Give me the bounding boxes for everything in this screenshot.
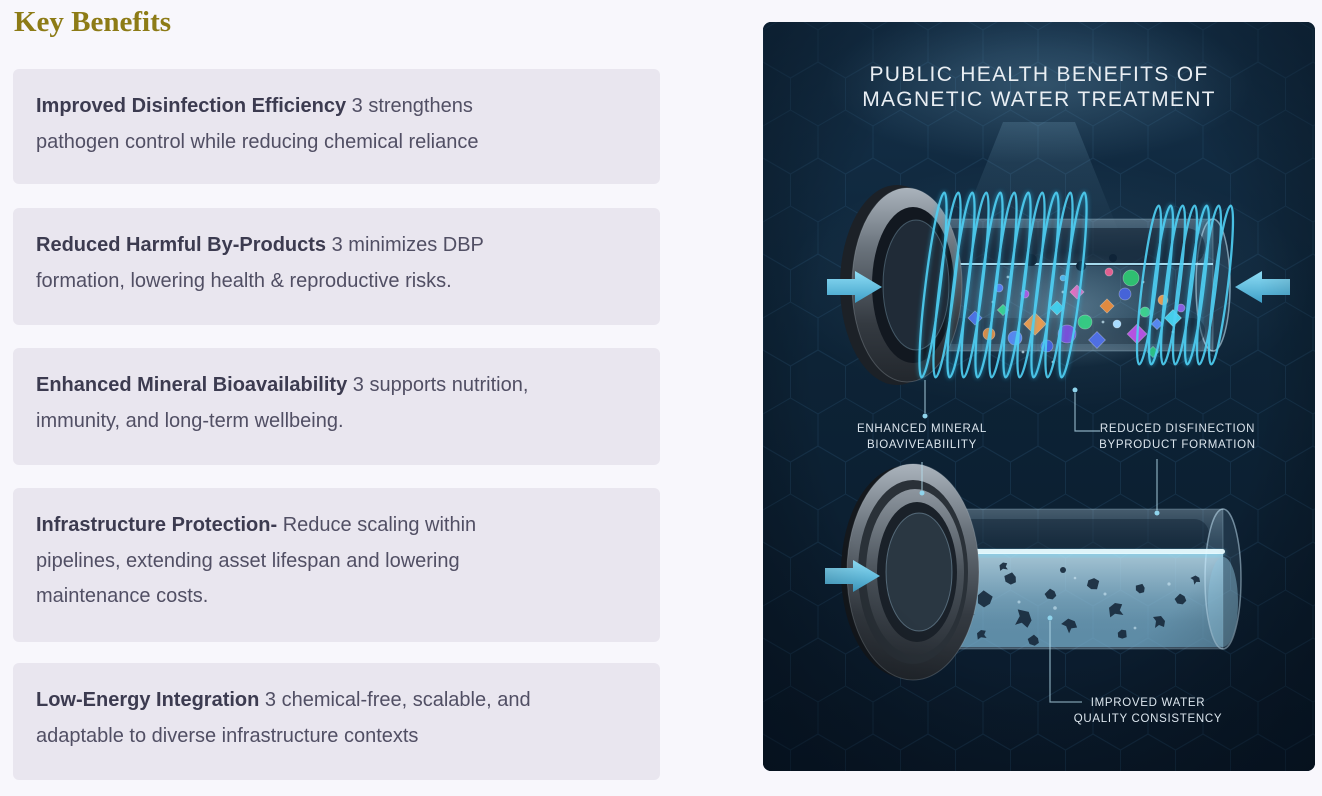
- callout-line: REDUCED DISFINECTION: [1099, 423, 1256, 435]
- benefit-body: 3 supports nutrition,: [352, 374, 529, 396]
- callout-line: BYPRODUCT FORMATION: [1099, 439, 1256, 451]
- benefit-body: 3 minimizes DBP: [331, 234, 484, 256]
- benefit-card: Low-Energy Integration 3 chemical-free, …: [13, 663, 660, 780]
- callout-line: IMPROVED WATER: [1090, 697, 1206, 709]
- benefit-text: Infrastructure Protection- Reduce scalin…: [36, 508, 630, 615]
- infographic-title-line: PUBLIC HEALTH BENEFITS OF: [869, 63, 1209, 86]
- page-title: Key Benefits: [14, 6, 172, 38]
- vignette-overlay: [763, 22, 1315, 771]
- benefit-body: Reduce scaling within: [282, 514, 477, 536]
- callout-label: ENHANCED MINERAL BIOAVIVEABIILITY: [832, 421, 1012, 453]
- benefit-title: Low-Energy Integration: [36, 689, 260, 711]
- benefit-body: adaptable to diverse infrastructure cont…: [36, 724, 419, 747]
- callout-label: IMPROVED WATER QUALITY CONSISTENCY: [1038, 695, 1258, 727]
- benefit-body: pipelines, extending asset lifespan and …: [36, 549, 460, 572]
- benefit-title: Reduced Harmful By-Products: [36, 234, 327, 256]
- infographic-title-line: MAGNETIC WATER TREATMENT: [862, 88, 1216, 111]
- callout-label: REDUCED DISFINECTION BYPRODUCT FORMATION: [1065, 421, 1290, 453]
- benefit-title: Infrastructure Protection-: [36, 514, 278, 536]
- benefit-body: immunity, and long-term wellbeing.: [36, 409, 344, 432]
- benefit-card: Reduced Harmful By-Products 3 minimizes …: [13, 208, 660, 325]
- benefit-body: 3 chemical-free, scalable, and: [264, 689, 531, 711]
- benefit-title: Enhanced Mineral Bioavailability: [36, 374, 348, 396]
- benefit-body: 3 strengthens: [351, 95, 473, 117]
- callout-line: QUALITY CONSISTENCY: [1073, 713, 1223, 725]
- callout-line: ENHANCED MINERAL: [856, 423, 988, 435]
- callout-line: BIOAVIVEABIILITY: [866, 439, 978, 451]
- infographic-panel: PUBLIC HEALTH BENEFITS OF MAGNETIC WATER…: [763, 22, 1315, 771]
- infographic-title: PUBLIC HEALTH BENEFITS OF MAGNETIC WATER…: [763, 62, 1315, 112]
- benefit-body: pathogen control while reducing chemical…: [36, 130, 479, 153]
- treatment-illustration: [763, 22, 1315, 771]
- benefit-card: Enhanced Mineral Bioavailability 3 suppo…: [13, 348, 660, 465]
- benefit-body: formation, lowering health & reproductiv…: [36, 269, 452, 292]
- benefit-card: Infrastructure Protection- Reduce scalin…: [13, 488, 660, 642]
- benefit-card: Improved Disinfection Efficiency 3 stren…: [13, 69, 660, 184]
- benefit-text: Low-Energy Integration 3 chemical-free, …: [36, 683, 630, 754]
- benefit-body: maintenance costs.: [36, 585, 209, 607]
- benefit-text: Enhanced Mineral Bioavailability 3 suppo…: [36, 368, 630, 439]
- benefit-text: Reduced Harmful By-Products 3 minimizes …: [36, 228, 630, 299]
- benefit-title: Improved Disinfection Efficiency: [36, 95, 347, 117]
- benefit-text: Improved Disinfection Efficiency 3 stren…: [36, 89, 630, 160]
